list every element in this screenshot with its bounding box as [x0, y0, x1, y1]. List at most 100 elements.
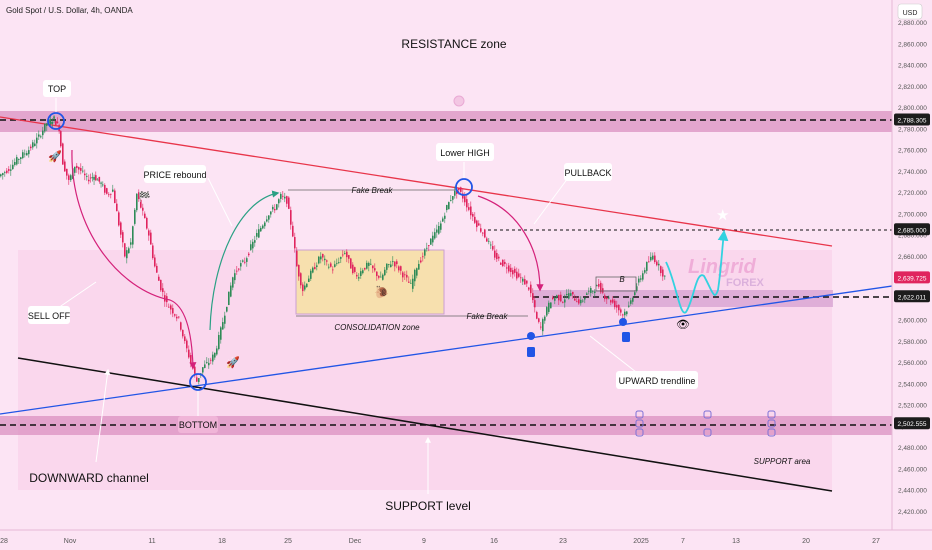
candle-body [328, 266, 330, 268]
candle-body [242, 260, 244, 262]
currency-badge[interactable]: USD [897, 3, 923, 20]
price-tag-label: 2,622.011 [898, 294, 927, 301]
candle-body [250, 244, 252, 250]
candle-body [580, 299, 582, 304]
candle-body [466, 199, 468, 208]
candle-body [53, 116, 55, 119]
candle-body [370, 263, 372, 265]
candle-body [454, 190, 456, 196]
candle-body [414, 269, 416, 282]
candle-body [430, 238, 432, 245]
candle-body [488, 240, 490, 242]
price-rebound-label: PRICE rebound [143, 165, 207, 183]
candle-body [206, 362, 208, 363]
candle-body [204, 364, 206, 368]
candle-body [492, 246, 494, 250]
candle-body [536, 312, 538, 319]
candle-body [646, 261, 648, 271]
candle-body [558, 294, 560, 301]
candle-body [532, 293, 534, 301]
candle-body [184, 336, 186, 342]
watermark: Lingrid FOREX [688, 256, 765, 289]
candle-body [220, 327, 222, 340]
top-circle-icon [47, 112, 65, 130]
candle-body [662, 269, 664, 277]
candle-body [376, 271, 378, 277]
candle-body [478, 223, 480, 226]
candle-body [620, 309, 622, 313]
price-tag-bg [894, 113, 930, 126]
y-tick-label: 2,800.000 [898, 105, 927, 112]
downward-channel-label: DOWNWARD channel [29, 471, 149, 485]
projection-path [665, 229, 729, 314]
candle-body [316, 265, 318, 268]
candle-body [310, 270, 312, 279]
upward-trendline-label: UPWARD trendline [616, 371, 698, 389]
candle-body [78, 167, 80, 170]
svg-text:BOTTOM: BOTTOM [179, 420, 217, 430]
candle-body [420, 260, 422, 263]
candle-body [292, 225, 294, 237]
candle-body [660, 266, 662, 274]
candle-body [130, 242, 132, 245]
candle-body [590, 288, 592, 293]
candle-body [178, 316, 180, 318]
candle-body [280, 193, 282, 199]
candle-body [408, 281, 410, 283]
candle-body [182, 329, 184, 337]
candle-body [174, 314, 176, 316]
candle-body [244, 261, 246, 263]
fake-break-2-label: Fake Break [467, 312, 509, 321]
candle-body [608, 297, 610, 299]
pullback-arrow [477, 195, 544, 292]
candle-body [136, 193, 138, 211]
candle-body [458, 188, 460, 191]
flag-icon: 🏁 [138, 190, 150, 203]
candle-body [248, 253, 250, 256]
candle-body [154, 257, 156, 267]
candle-body [600, 282, 602, 293]
candle-body [640, 278, 642, 280]
y-tick-label: 2,480.000 [898, 445, 927, 452]
candle-body [228, 291, 230, 306]
candle-body [91, 177, 94, 179]
candle-body [122, 232, 124, 243]
candle-body [98, 176, 101, 182]
candle-body [148, 230, 150, 236]
y-tick-label: 2,580.000 [898, 339, 927, 346]
candle-body [30, 146, 32, 149]
candle-body [576, 301, 578, 303]
candle-body [470, 206, 472, 216]
candle-body [96, 179, 99, 181]
candle-body [49, 118, 52, 125]
x-tick-label: 9 [422, 538, 426, 545]
candle-body [560, 294, 562, 302]
pullback-label: PULLBACK [564, 163, 612, 181]
candle-body [116, 203, 118, 212]
x-tick-label: 16 [490, 538, 498, 545]
candle-body [212, 354, 214, 362]
candle-body [424, 249, 426, 256]
candle-body [588, 290, 590, 292]
candle-body [0, 174, 2, 177]
candle-body [95, 175, 97, 181]
y-tick-label: 2,520.000 [898, 403, 927, 410]
candle-body [624, 311, 626, 316]
candle-body [462, 193, 464, 199]
candle-body [626, 311, 628, 315]
y-tick-label: 2,560.000 [898, 360, 927, 367]
candle-body [612, 299, 614, 303]
candle-body [272, 206, 274, 210]
candle-body [312, 267, 314, 273]
candle-body [152, 245, 154, 259]
candle-body [584, 297, 586, 300]
candle-body [406, 274, 408, 278]
candle-body [290, 210, 292, 225]
candle-body [51, 122, 54, 124]
candle-body [452, 196, 454, 200]
candle-body [468, 207, 470, 210]
candle-body [188, 349, 190, 358]
candle-body [210, 359, 212, 361]
candle-body [352, 264, 354, 274]
